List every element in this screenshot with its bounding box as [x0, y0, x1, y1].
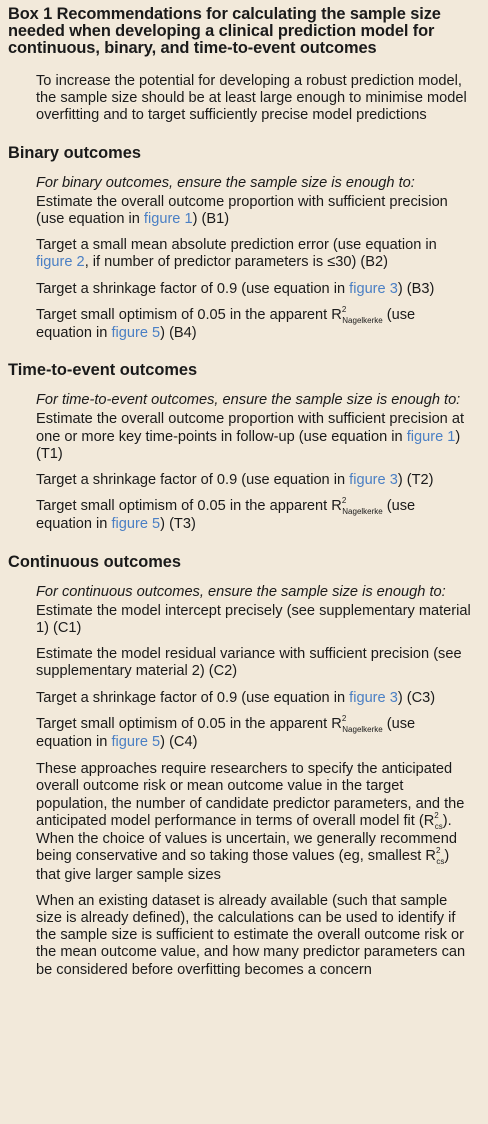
item-c4: Target small optimism of 0.05 in the app… — [36, 713, 416, 751]
link-figure-3[interactable]: figure 3 — [349, 689, 398, 706]
tte-heading: Time-to-event outcomes — [8, 361, 198, 380]
link-figure-2[interactable]: figure 2 — [36, 254, 85, 271]
item-b4: Target small optimism of 0.05 in the app… — [36, 304, 416, 342]
continuous-lead: For continuous outcomes, ensure the samp… — [36, 583, 446, 600]
item-b2: Target a small mean absolute prediction … — [36, 237, 437, 271]
approach-paragraph: These approaches require researchers to … — [36, 761, 465, 883]
item-t1: Estimate the overall outcome proportion … — [36, 411, 465, 462]
existing-dataset-paragraph: When an existing dataset is already avai… — [36, 892, 466, 978]
item-b1: Estimate the overall outcome proportion … — [36, 193, 448, 228]
item-c3: Target a shrinkage factor of 0.9 (use eq… — [36, 689, 436, 706]
link-figure-5[interactable]: figure 5 — [111, 325, 161, 342]
continuous-section: Continuous outcomes For continuous outco… — [8, 553, 480, 752]
binary-section: Binary outcomes For binary outcomes, ens… — [8, 144, 480, 343]
item-t3: Target small optimism of 0.05 in the app… — [36, 496, 416, 533]
box-title: Box 1 Recommendations for calculating th… — [8, 5, 441, 57]
binary-heading: Binary outcomes — [8, 143, 141, 162]
link-figure-5[interactable]: figure 5 — [111, 734, 161, 751]
tte-lead: For time-to-event outcomes, ensure the s… — [36, 392, 461, 409]
link-figure-1[interactable]: figure 1 — [406, 428, 456, 445]
intro-paragraph: To increase the potential for developing… — [36, 73, 467, 124]
link-figure-1[interactable]: figure 1 — [143, 211, 193, 228]
item-t2: Target a shrinkage factor of 0.9 (use eq… — [36, 472, 434, 489]
continuous-heading: Continuous outcomes — [8, 552, 182, 571]
binary-lead: For binary outcomes, ensure the sample s… — [36, 174, 415, 191]
link-figure-5[interactable]: figure 5 — [111, 516, 161, 533]
link-figure-3[interactable]: figure 3 — [349, 280, 398, 297]
tte-section: Time-to-event outcomes For time-to-event… — [8, 361, 480, 533]
item-b3: Target a shrinkage factor of 0.9 (use eq… — [36, 280, 435, 297]
item-c2: Estimate the model residual variance wit… — [36, 646, 462, 680]
item-c1: Estimate the model intercept precisely (… — [36, 602, 471, 637]
link-figure-3[interactable]: figure 3 — [349, 472, 398, 489]
